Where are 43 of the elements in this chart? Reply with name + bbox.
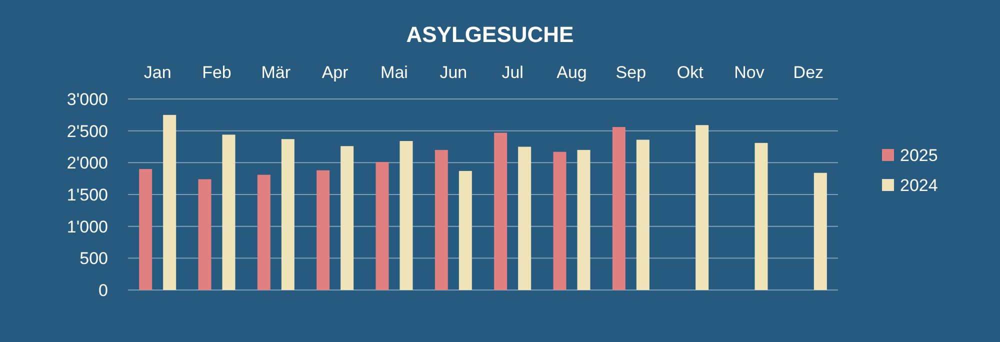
bar — [696, 125, 709, 290]
y-tick-label: 2'500 — [66, 122, 108, 141]
legend-label: 2025 — [900, 146, 938, 165]
bar — [518, 146, 532, 290]
x-tick-label: Apr — [322, 63, 349, 82]
bar — [222, 134, 236, 290]
bar — [139, 169, 152, 290]
bar — [636, 140, 650, 290]
bar — [316, 170, 330, 290]
bar — [754, 142, 768, 290]
bar — [281, 139, 294, 290]
bar — [257, 174, 270, 290]
x-tick-label: Feb — [202, 63, 232, 82]
bar — [814, 172, 827, 290]
bar — [163, 114, 176, 290]
x-tick-label: Aug — [556, 63, 587, 82]
x-tick-label: Dez — [793, 63, 824, 82]
x-tick-label: Jun — [440, 63, 468, 82]
bar — [434, 150, 448, 290]
y-tick-label: 1'000 — [66, 217, 108, 236]
legend-label: 2024 — [900, 176, 938, 195]
x-tick-label: Jan — [144, 63, 172, 82]
x-tick-label: Sep — [616, 63, 646, 82]
x-tick-label: Mär — [261, 63, 291, 82]
chart-title: ASYLGESUCHE — [406, 22, 574, 47]
bar — [612, 127, 626, 290]
x-tick-label: Jul — [502, 63, 524, 82]
x-tick-label: Nov — [734, 63, 765, 82]
bar — [553, 152, 566, 290]
x-tick-label: Okt — [676, 63, 704, 82]
bar — [458, 170, 472, 290]
y-tick-label: 0 — [98, 280, 108, 300]
bar — [340, 146, 354, 290]
y-tick-label: 1'500 — [66, 185, 108, 204]
y-tick-label: 500 — [80, 249, 108, 268]
bar — [577, 150, 590, 290]
bar — [494, 132, 508, 290]
y-tick-label: 2'000 — [66, 154, 108, 173]
bar — [400, 141, 413, 290]
bar — [376, 162, 389, 290]
bar — [198, 179, 212, 290]
x-tick-label: Mai — [380, 63, 408, 82]
y-tick-label: 3'000 — [66, 90, 108, 109]
